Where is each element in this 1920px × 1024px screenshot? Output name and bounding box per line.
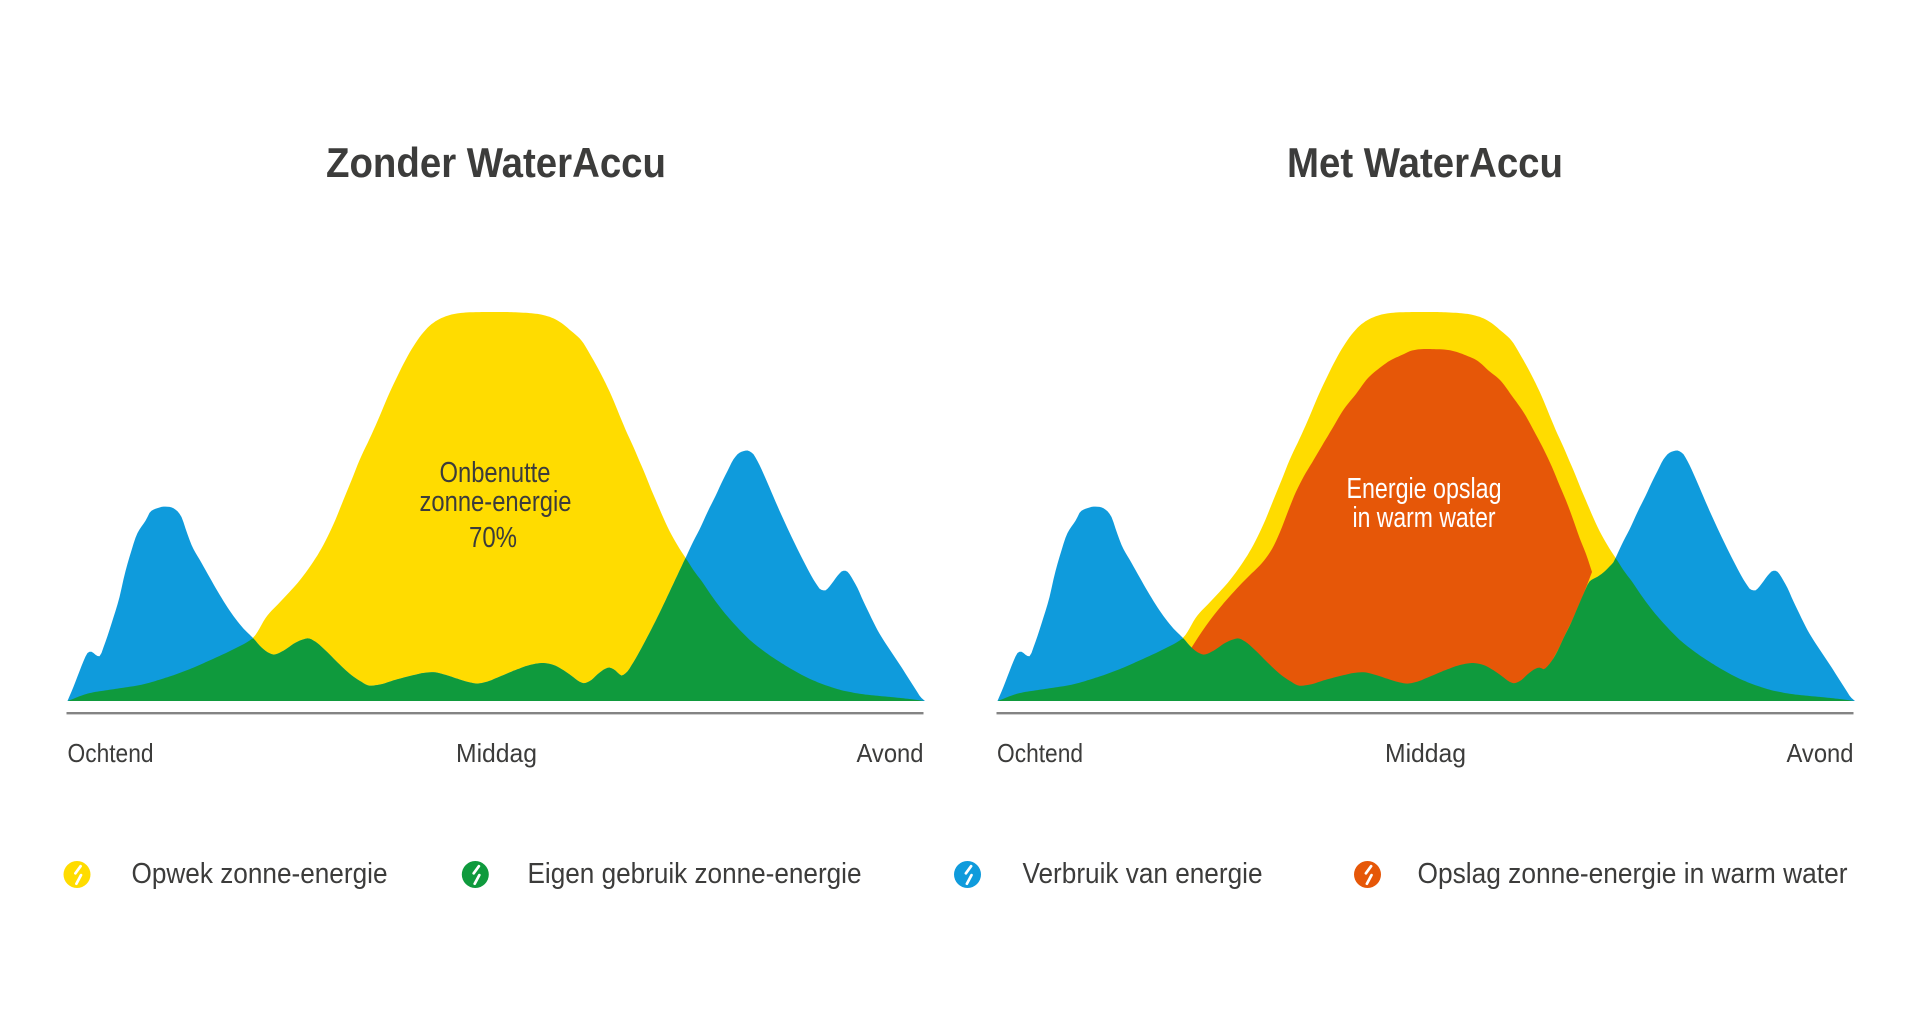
svg-text:Energie opslag: Energie opslag — [1347, 473, 1502, 505]
svg-text:Zonder WaterAccu: Zonder WaterAccu — [326, 139, 666, 186]
svg-text:Met WaterAccu: Met WaterAccu — [1287, 139, 1563, 186]
svg-text:Ochtend: Ochtend — [68, 738, 154, 768]
svg-text:70%: 70% — [469, 522, 517, 554]
svg-text:Avond: Avond — [857, 738, 924, 768]
svg-text:Middag: Middag — [1385, 738, 1466, 768]
svg-text:Opslag zonne-energie in warm w: Opslag zonne-energie in warm water — [1418, 858, 1848, 890]
svg-text:Opwek zonne-energie: Opwek zonne-energie — [132, 858, 388, 890]
svg-text:Onbenutte: Onbenutte — [440, 457, 551, 489]
svg-text:in warm water: in warm water — [1353, 502, 1496, 534]
svg-text:Eigen gebruik zonne-energie: Eigen gebruik zonne-energie — [528, 858, 862, 890]
svg-text:zonne-energie: zonne-energie — [420, 486, 572, 518]
svg-text:Avond: Avond — [1787, 738, 1854, 768]
svg-text:Verbruik van energie: Verbruik van energie — [1023, 858, 1263, 890]
svg-text:Middag: Middag — [456, 738, 537, 768]
svg-text:Ochtend: Ochtend — [997, 738, 1083, 768]
